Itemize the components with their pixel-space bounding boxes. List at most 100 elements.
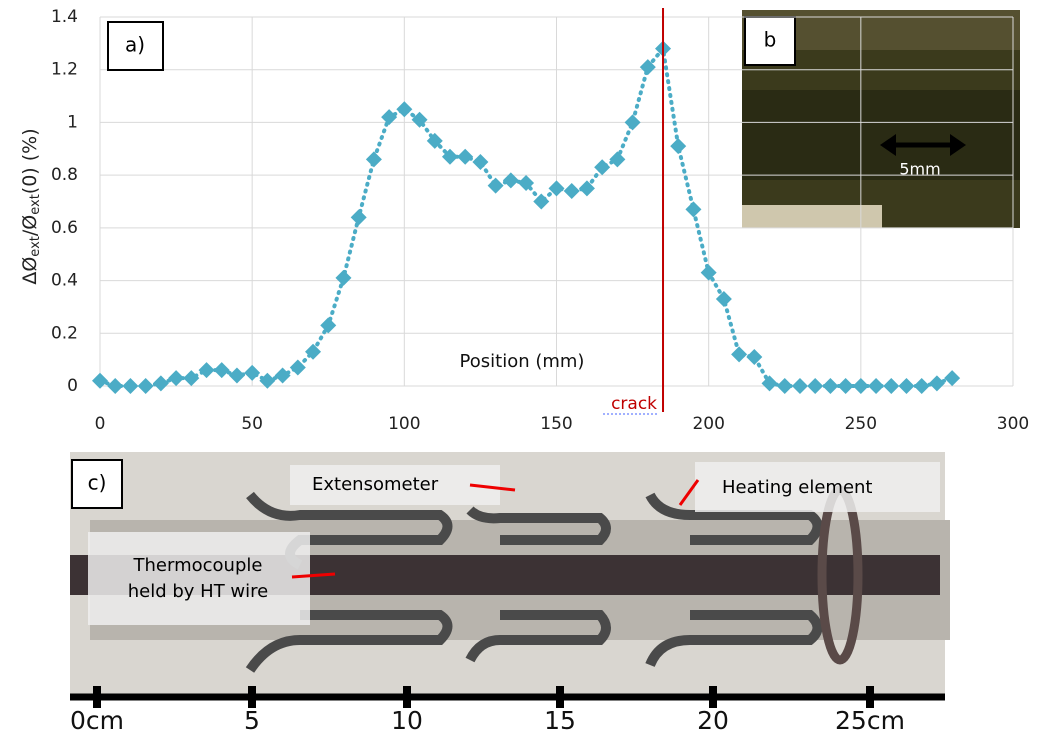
marker (213, 362, 230, 379)
ruler-tick (93, 686, 101, 708)
x-tick-label: 50 (241, 414, 263, 434)
marker (502, 172, 519, 189)
photo-b-edge (742, 205, 882, 228)
marker (928, 375, 945, 392)
marker (396, 101, 413, 118)
marker (472, 153, 489, 170)
y-tick-label: 1 (67, 112, 78, 132)
y-label-part: ext (28, 194, 43, 215)
marker (365, 151, 382, 168)
marker (822, 378, 839, 394)
callout: Extensometer (312, 474, 439, 495)
label-box (107, 21, 164, 71)
marker (548, 180, 565, 197)
marker (944, 370, 961, 387)
x-axis-label: Position (mm) (460, 351, 585, 372)
marker (411, 111, 428, 128)
marker (776, 378, 793, 394)
marker (259, 372, 276, 389)
marker (137, 378, 154, 394)
photo-c: c) Extensometer Heating element Thermoco… (70, 452, 950, 701)
marker (122, 378, 139, 394)
photo-b: b 5mm (742, 10, 1020, 228)
marker (381, 109, 398, 126)
y-tick-label: 0.6 (51, 218, 78, 238)
marker (563, 182, 580, 199)
crack-label: crack (611, 394, 657, 414)
ruler-tick (248, 686, 256, 708)
coil (245, 610, 453, 673)
y-axis-label: ΔØext/Øext(0) (%) (19, 128, 43, 284)
marker (92, 372, 108, 389)
y-tick-label: 1.4 (51, 7, 78, 27)
arrow (678, 479, 700, 506)
marker (852, 378, 869, 394)
callout-arrows (291, 479, 700, 579)
ruler-label: 25cm (835, 706, 905, 735)
x-tick-label: 150 (540, 414, 572, 434)
coil (645, 492, 823, 545)
marker (305, 343, 322, 360)
label-box (744, 16, 796, 66)
ruler-tick (403, 686, 411, 708)
marker (639, 59, 656, 76)
marker (533, 193, 550, 210)
panel-label: a) (125, 33, 145, 57)
y-tick-label: 0 (67, 376, 78, 396)
marker (913, 378, 930, 394)
callout: Thermocouple held by HT wire (128, 555, 268, 602)
marker (350, 209, 367, 226)
marker (198, 362, 215, 379)
marker (594, 159, 611, 176)
callout-bg (88, 532, 310, 625)
ruler-tick (866, 686, 874, 708)
marker (320, 317, 337, 334)
marker (883, 378, 900, 394)
marker (578, 180, 595, 197)
marker (670, 138, 687, 155)
x-tick-label: 0 (95, 414, 106, 434)
callout-line: Thermocouple (133, 555, 263, 576)
callout-bg (695, 462, 940, 512)
marker (441, 148, 458, 165)
marker (700, 264, 717, 281)
marker (244, 364, 261, 381)
marker (837, 378, 854, 394)
y-label-part: /Ø (19, 215, 41, 236)
ruler-label: 5 (244, 706, 260, 735)
marker (457, 148, 474, 165)
x-tick-label: 200 (692, 414, 724, 434)
y-tick-label: 0.2 (51, 323, 78, 343)
label-box (71, 459, 123, 509)
marker (168, 370, 185, 387)
callout: Heating element (722, 477, 872, 498)
callout-line: held by HT wire (128, 581, 268, 602)
marker (518, 175, 535, 192)
marker (715, 291, 732, 308)
marker (746, 349, 763, 366)
arrow (469, 483, 516, 492)
marker (609, 151, 626, 168)
marker (183, 370, 200, 387)
marker (107, 378, 124, 394)
x-tick-label: 300 (997, 414, 1029, 434)
marker (426, 132, 443, 149)
marker (228, 367, 245, 384)
marker (487, 177, 504, 194)
arrow-head (880, 134, 896, 156)
ruler-label: 20 (697, 706, 729, 735)
marker (274, 367, 291, 384)
marker (807, 378, 824, 394)
coil (645, 610, 823, 668)
coil (466, 506, 611, 545)
scale-text: 5mm (899, 160, 940, 179)
photo-b-tube (742, 90, 1020, 180)
panel-label: b (764, 28, 777, 52)
coil (465, 610, 611, 663)
x-tick-label: 250 (845, 414, 877, 434)
y-label-part: ΔØ (19, 257, 41, 285)
marker (761, 375, 778, 392)
arrow (291, 572, 336, 579)
marker (335, 269, 352, 286)
